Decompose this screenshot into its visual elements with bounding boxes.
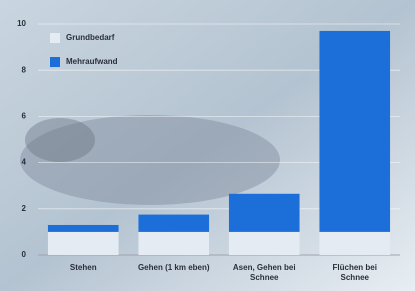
- bar: [229, 194, 300, 232]
- y-tick-label: 4: [22, 158, 27, 167]
- x-tick-label: Gehen (1 km eben): [137, 263, 211, 273]
- bar: [319, 31, 390, 232]
- y-tick-label: 8: [22, 65, 27, 74]
- x-tick-label: Asen, Gehen bei Schnee: [227, 263, 301, 283]
- legend-marker: [50, 33, 60, 43]
- y-tick-label: 10: [17, 19, 26, 28]
- bar: [138, 232, 209, 255]
- y-tick-label: 0: [22, 250, 27, 259]
- bar: [138, 215, 209, 232]
- bar: [48, 232, 119, 255]
- legend-label: Grundbedarf: [66, 33, 115, 42]
- x-tick-label: Flüchen bei Schnee: [318, 263, 392, 283]
- bar: [319, 232, 390, 255]
- bar: [229, 232, 300, 255]
- bar: [48, 225, 119, 232]
- deer-head: [25, 118, 95, 162]
- x-tick-label: Stehen: [46, 263, 120, 273]
- chart-container: 0 2 4 6 8 10 Grundbedarf Mehraufwand Stehen Gehe…: [0, 0, 415, 291]
- chart: 0 2 4 6 8 10 Grundbedarf Mehraufwand: [0, 0, 415, 291]
- legend-label: Mehraufwand: [66, 57, 118, 66]
- legend-marker: [50, 57, 60, 67]
- y-tick-label: 2: [22, 204, 27, 213]
- y-tick-label: 6: [22, 112, 27, 121]
